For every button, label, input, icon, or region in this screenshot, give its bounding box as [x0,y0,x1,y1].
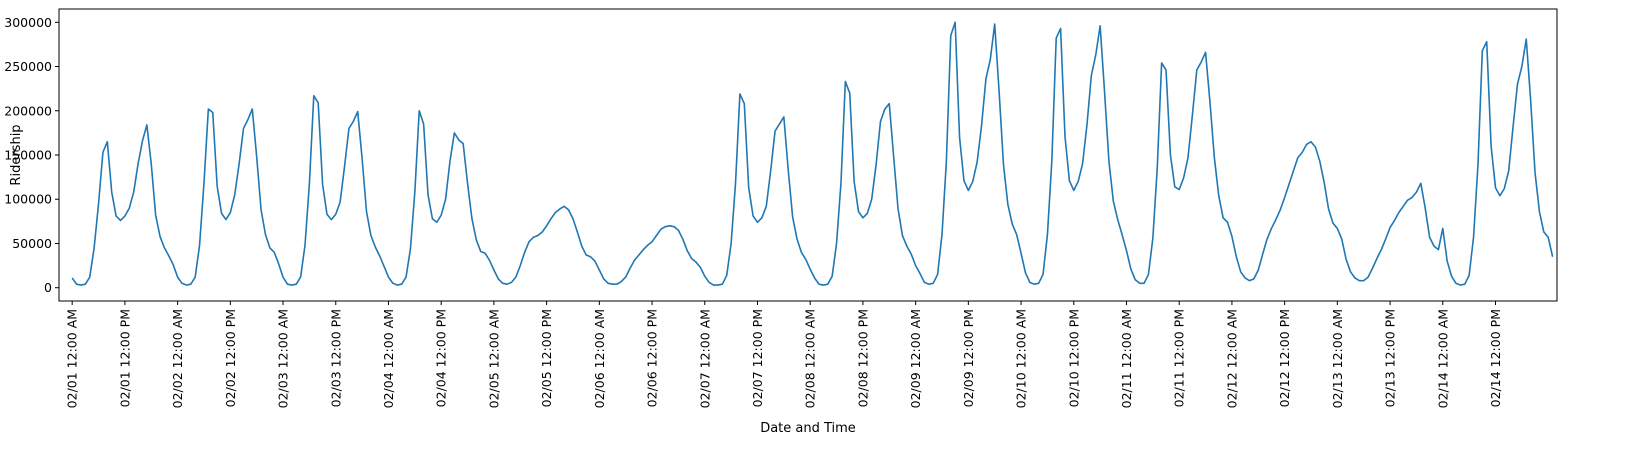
x-tick-label: 02/07 12:00 AM [697,309,712,408]
y-axis: 0 50000 100000 150000 200000 250000 300000 [4,15,59,295]
x-tick-label: 02/04 12:00 AM [381,309,396,408]
x-tick-label: 02/06 12:00 AM [592,309,607,408]
x-tick-label: 02/13 12:00 PM [1383,309,1398,407]
x-tick-label: 02/07 12:00 PM [750,309,765,407]
x-tick-label: 02/08 12:00 PM [855,309,870,407]
y-tick-label: 100000 [4,192,52,207]
x-tick-label: 02/11 12:00 PM [1172,309,1187,407]
series-line [71,21,1554,286]
x-axis-label: Date and Time [760,421,856,436]
x-tick-label: 02/05 12:00 PM [539,309,554,407]
x-tick-label: 02/11 12:00 AM [1119,309,1134,408]
x-tick-label: 02/10 12:00 PM [1066,309,1081,407]
plot-frame [58,8,1558,302]
x-tick-label: 02/12 12:00 PM [1277,309,1292,407]
x-tick-label: 02/01 12:00 PM [117,309,132,407]
x-tick-label: 02/02 12:00 AM [170,309,185,408]
x-tick-label: 02/13 12:00 AM [1330,309,1345,408]
x-tick-label: 02/10 12:00 AM [1014,309,1029,408]
x-tick-label: 02/09 12:00 AM [908,309,923,408]
y-tick-label: 300000 [4,15,52,30]
x-tick-label: 02/02 12:00 PM [223,309,238,407]
x-tick-label: 02/12 12:00 AM [1224,309,1239,408]
x-tick-label: 02/04 12:00 PM [434,309,449,407]
x-tick-label: 02/14 12:00 PM [1488,309,1503,407]
x-tick-label: 02/05 12:00 AM [486,309,501,408]
y-tick-label: 250000 [4,59,52,74]
y-tick-label: 200000 [4,103,52,118]
x-tick-label: 02/08 12:00 AM [803,309,818,408]
y-tick-label: 0 [44,280,52,295]
x-tick-label: 02/06 12:00 PM [645,309,660,407]
y-tick-label: 150000 [4,148,52,163]
y-tick-label: 50000 [12,236,52,251]
x-tick-label: 02/01 12:00 AM [65,309,80,408]
x-tick-label: 02/14 12:00 AM [1435,309,1450,408]
x-axis: 02/01 12:00 AM 02/01 12:00 PM 02/02 12:00 … [65,301,1503,408]
x-tick-label: 02/03 12:00 AM [276,309,291,408]
y-axis-label: Ridership [9,124,24,185]
x-tick-label: 02/03 12:00 PM [328,309,343,407]
x-tick-label: 02/09 12:00 PM [961,309,976,407]
plot-area [58,8,1558,302]
